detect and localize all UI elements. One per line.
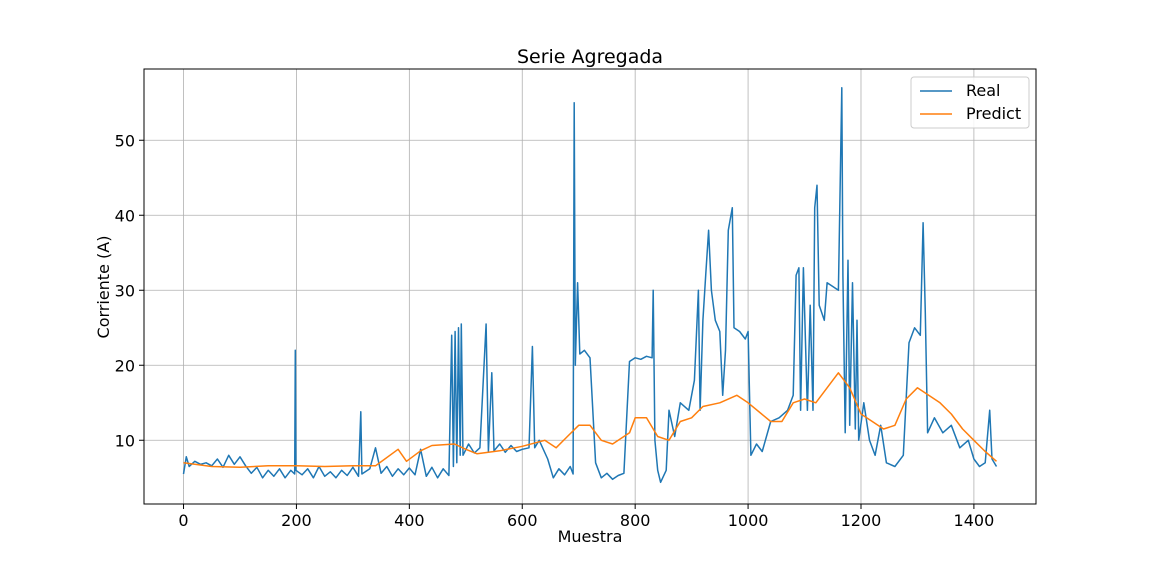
- x-tick-label: 1000: [728, 511, 769, 530]
- legend-label-predict: Predict: [966, 104, 1021, 123]
- y-tick-label: 30: [115, 281, 135, 300]
- y-tick-label: 50: [115, 131, 135, 150]
- x-tick-label: 600: [507, 511, 538, 530]
- y-tick-label: 40: [115, 206, 135, 225]
- y-axis-label: Corriente (A): [94, 236, 113, 339]
- y-tick-label: 20: [115, 356, 135, 375]
- series-line-real: [182, 87, 998, 484]
- y-axis-ticks: 10 20 30 40 50: [115, 131, 144, 450]
- plot-frame: [143, 68, 1037, 505]
- x-tick-label: 1400: [954, 511, 995, 530]
- x-tick-label: 200: [281, 511, 312, 530]
- x-axis-ticks: 0 200 400 600 800 1000 1200 1400: [178, 504, 994, 530]
- chart-title: Serie Agregada: [517, 46, 663, 68]
- legend-label-real: Real: [966, 81, 1001, 100]
- series-line-predict: [183, 372, 997, 469]
- legend-box: [910, 76, 1030, 129]
- legend: Real Predict: [910, 76, 1030, 129]
- x-tick-label: 1200: [841, 511, 882, 530]
- x-axis-label: Muestra: [558, 527, 623, 546]
- x-tick-label: 800: [620, 511, 651, 530]
- series-layer: [182, 87, 998, 484]
- x-tick-label: 0: [178, 511, 188, 530]
- x-tick-label: 400: [394, 511, 425, 530]
- y-tick-label: 10: [115, 431, 135, 450]
